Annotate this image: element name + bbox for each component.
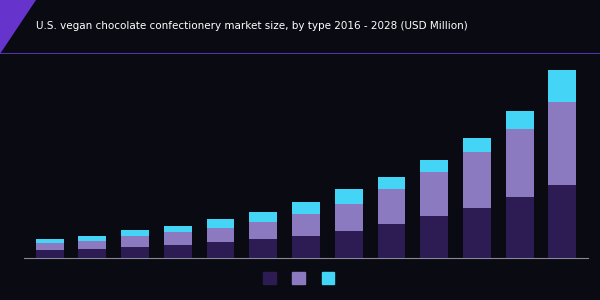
- Bar: [79, 241, 106, 249]
- Bar: [377, 189, 406, 224]
- Bar: [79, 249, 106, 258]
- Bar: [36, 243, 64, 250]
- Legend: , , : , ,: [257, 266, 343, 292]
- Bar: [292, 214, 320, 236]
- Bar: [79, 236, 106, 241]
- Bar: [463, 138, 491, 152]
- Bar: [463, 152, 491, 208]
- Bar: [250, 212, 277, 222]
- Bar: [463, 208, 491, 258]
- Bar: [335, 231, 362, 258]
- Bar: [250, 222, 277, 239]
- Bar: [164, 226, 192, 232]
- Bar: [506, 111, 533, 129]
- Bar: [548, 185, 576, 258]
- Bar: [36, 239, 64, 243]
- Bar: [506, 197, 533, 258]
- Bar: [420, 172, 448, 216]
- Bar: [206, 228, 235, 242]
- Bar: [506, 129, 533, 197]
- Bar: [377, 224, 406, 258]
- Bar: [164, 232, 192, 244]
- Bar: [36, 250, 64, 258]
- Polygon shape: [0, 0, 36, 54]
- Bar: [335, 204, 362, 231]
- Bar: [164, 244, 192, 258]
- Bar: [377, 177, 406, 189]
- Bar: [121, 247, 149, 258]
- Bar: [121, 236, 149, 247]
- Bar: [121, 230, 149, 236]
- Bar: [548, 102, 576, 185]
- Bar: [206, 219, 235, 228]
- Bar: [292, 236, 320, 258]
- Bar: [420, 216, 448, 258]
- Bar: [335, 189, 362, 204]
- Bar: [548, 70, 576, 102]
- Bar: [250, 239, 277, 258]
- Text: U.S. vegan chocolate confectionery market size, by type 2016 - 2028 (USD Million: U.S. vegan chocolate confectionery marke…: [36, 21, 468, 31]
- Bar: [292, 202, 320, 214]
- Bar: [420, 160, 448, 172]
- Bar: [206, 242, 235, 258]
